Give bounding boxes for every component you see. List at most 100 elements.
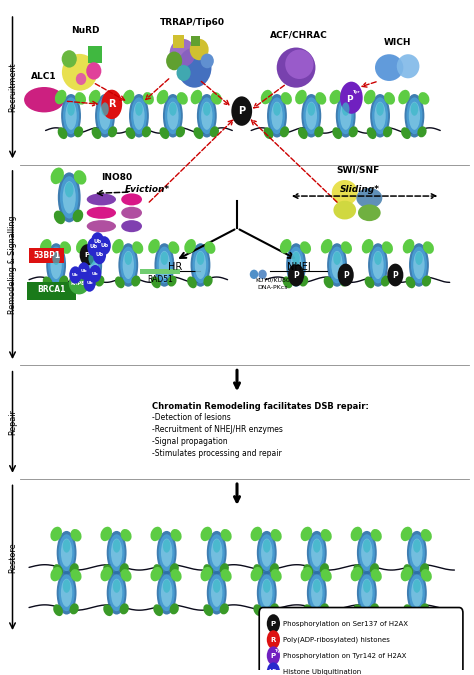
Ellipse shape [125,252,132,265]
Ellipse shape [87,251,98,279]
Ellipse shape [61,94,81,138]
Ellipse shape [263,539,271,553]
Ellipse shape [298,128,308,139]
Text: Ub: Ub [72,273,79,277]
Ellipse shape [398,90,410,104]
Ellipse shape [123,90,134,104]
Ellipse shape [166,51,182,70]
Ellipse shape [203,103,210,116]
Ellipse shape [381,275,390,287]
Ellipse shape [365,277,374,288]
Ellipse shape [403,604,413,616]
Ellipse shape [332,128,342,139]
Ellipse shape [58,172,81,222]
Ellipse shape [63,182,76,213]
Ellipse shape [372,97,388,134]
Ellipse shape [201,567,212,581]
Ellipse shape [370,603,379,614]
Text: DNA-PKcs: DNA-PKcs [258,285,288,290]
Text: RAP80: RAP80 [70,281,88,286]
Ellipse shape [354,604,363,616]
Ellipse shape [209,574,225,611]
Ellipse shape [327,243,347,287]
Text: Tyr: Tyr [275,649,283,653]
Ellipse shape [123,251,134,279]
Ellipse shape [67,103,75,116]
Ellipse shape [299,275,308,287]
Ellipse shape [191,243,210,287]
Ellipse shape [363,539,371,553]
Ellipse shape [95,275,104,287]
Ellipse shape [118,243,138,287]
Ellipse shape [165,97,181,134]
Ellipse shape [311,539,322,567]
Ellipse shape [418,126,427,137]
Ellipse shape [60,241,71,254]
Ellipse shape [371,529,382,541]
Ellipse shape [76,239,88,254]
Text: Repair: Repair [8,409,17,435]
Ellipse shape [197,252,204,265]
Ellipse shape [220,569,232,582]
Ellipse shape [358,205,381,221]
Ellipse shape [121,207,142,219]
Ellipse shape [177,92,188,105]
Ellipse shape [119,563,129,574]
Ellipse shape [120,569,132,582]
Ellipse shape [50,567,62,581]
Ellipse shape [406,277,415,288]
Ellipse shape [209,535,225,571]
Circle shape [267,614,280,633]
Text: NHEJ: NHEJ [287,262,310,272]
Ellipse shape [87,220,116,232]
Ellipse shape [277,47,316,88]
Ellipse shape [135,103,143,116]
Ellipse shape [213,579,220,593]
Ellipse shape [191,90,202,104]
Ellipse shape [382,241,393,254]
Ellipse shape [370,246,386,284]
Ellipse shape [156,90,168,104]
Text: Phosphorylation on Tyr142 of H2AX: Phosphorylation on Tyr142 of H2AX [283,653,406,659]
Ellipse shape [63,539,70,553]
Ellipse shape [151,277,161,288]
Ellipse shape [413,539,420,553]
Text: R: R [271,637,276,643]
Text: BRCA1: BRCA1 [37,286,66,294]
Ellipse shape [321,239,332,254]
Text: P: P [85,252,90,258]
Text: Poly(ADP-ribosylated) histones: Poly(ADP-ribosylated) histones [283,637,390,643]
Ellipse shape [273,103,281,116]
Ellipse shape [370,563,379,574]
Ellipse shape [50,251,62,279]
Ellipse shape [213,539,220,553]
Ellipse shape [159,128,169,139]
Ellipse shape [411,539,422,567]
Ellipse shape [264,128,273,139]
Ellipse shape [269,97,285,134]
Ellipse shape [267,94,287,138]
Bar [88,45,102,63]
Ellipse shape [76,73,86,85]
Text: TRRAP/Tip60: TRRAP/Tip60 [160,18,225,27]
Ellipse shape [371,569,382,582]
Ellipse shape [70,563,79,574]
Ellipse shape [57,531,76,574]
Ellipse shape [357,571,377,614]
Circle shape [101,90,122,119]
Ellipse shape [53,604,63,616]
Ellipse shape [254,564,263,576]
Ellipse shape [132,241,143,254]
Ellipse shape [143,92,154,105]
Ellipse shape [357,531,377,574]
Ellipse shape [121,220,142,232]
Ellipse shape [211,92,222,105]
Ellipse shape [131,275,140,287]
Text: Ub: Ub [100,243,108,248]
Bar [29,248,64,263]
Ellipse shape [361,578,373,607]
Ellipse shape [109,92,120,105]
Ellipse shape [340,275,349,287]
Ellipse shape [177,47,211,88]
Ellipse shape [301,94,321,138]
